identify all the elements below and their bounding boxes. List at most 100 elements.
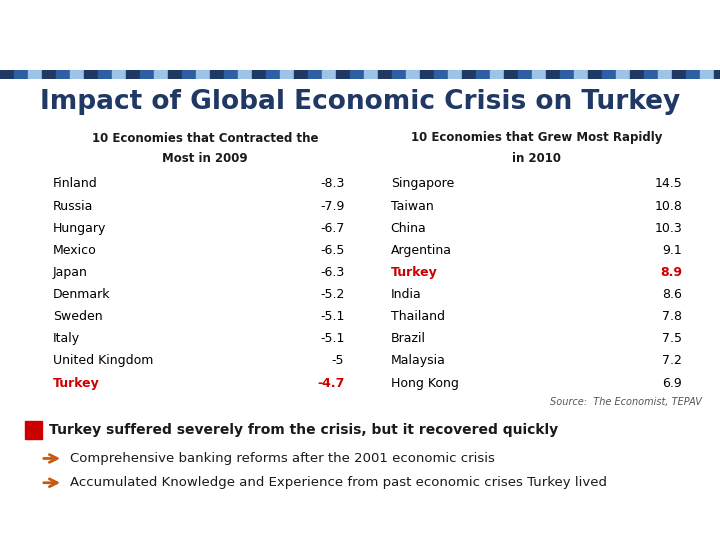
Bar <box>364 70 378 79</box>
Text: Thailand: Thailand <box>391 310 445 323</box>
Bar <box>714 70 720 79</box>
Text: -5.1: -5.1 <box>320 310 344 323</box>
Bar <box>490 70 504 79</box>
Text: -4.7: -4.7 <box>317 376 344 390</box>
Bar <box>406 70 420 79</box>
Bar <box>602 70 616 79</box>
Text: Malaysia: Malaysia <box>391 354 446 368</box>
Text: Denmark: Denmark <box>53 288 110 301</box>
Text: Hungary: Hungary <box>53 221 107 235</box>
Bar <box>630 70 644 79</box>
Text: 10.3: 10.3 <box>654 221 682 235</box>
Bar <box>84 70 98 79</box>
Text: 9.1: 9.1 <box>662 244 682 257</box>
Bar <box>0 70 14 79</box>
Bar <box>588 70 602 79</box>
Text: 14.5: 14.5 <box>654 177 682 191</box>
Text: Brazil: Brazil <box>391 332 426 346</box>
Bar <box>112 70 126 79</box>
Bar <box>686 70 700 79</box>
Text: Impact of Global Economic Crisis on Turkey: Impact of Global Economic Crisis on Turk… <box>40 89 680 115</box>
Text: -5: -5 <box>332 354 344 368</box>
Bar <box>196 70 210 79</box>
Text: Finland: Finland <box>53 177 98 191</box>
Bar <box>322 70 336 79</box>
Bar <box>42 70 56 79</box>
Bar <box>574 70 588 79</box>
Text: -6.5: -6.5 <box>320 244 344 257</box>
Text: Comprehensive banking reforms after the 2001 economic crisis: Comprehensive banking reforms after the … <box>70 452 495 465</box>
Bar <box>700 70 714 79</box>
Text: Accumulated Knowledge and Experience from past economic crises Turkey lived: Accumulated Knowledge and Experience fro… <box>70 476 607 489</box>
Text: Mexico: Mexico <box>53 244 96 257</box>
Bar <box>224 70 238 79</box>
Bar <box>98 70 112 79</box>
Bar <box>560 70 574 79</box>
Text: -5.1: -5.1 <box>320 332 344 346</box>
Bar <box>210 70 224 79</box>
Bar <box>658 70 672 79</box>
Bar <box>378 70 392 79</box>
Bar <box>238 70 252 79</box>
Text: Sweden: Sweden <box>53 310 102 323</box>
Bar <box>154 70 168 79</box>
Text: United Kingdom: United Kingdom <box>53 354 153 368</box>
Bar <box>25 421 42 440</box>
Bar <box>182 70 196 79</box>
Text: Japan: Japan <box>53 266 88 279</box>
Bar <box>280 70 294 79</box>
Bar <box>252 70 266 79</box>
Text: Source:  The Economist, TEPAV: Source: The Economist, TEPAV <box>550 397 702 407</box>
Bar <box>308 70 322 79</box>
Bar <box>392 70 406 79</box>
Text: 8.6: 8.6 <box>662 288 682 301</box>
Text: India: India <box>391 288 421 301</box>
Text: 6.9: 6.9 <box>662 376 682 390</box>
Text: Turkey: Turkey <box>53 376 99 390</box>
Bar <box>532 70 546 79</box>
Bar <box>350 70 364 79</box>
Bar <box>168 70 182 79</box>
Bar <box>56 70 70 79</box>
Bar <box>672 70 686 79</box>
Text: tepav: tepav <box>18 22 125 55</box>
Text: 7.8: 7.8 <box>662 310 682 323</box>
Text: -8.3: -8.3 <box>320 177 344 191</box>
Text: Hong Kong: Hong Kong <box>391 376 459 390</box>
Text: Turkey suffered severely from the crisis, but it recovered quickly: Turkey suffered severely from the crisis… <box>49 423 559 437</box>
Text: -7.9: -7.9 <box>320 199 344 213</box>
Bar <box>434 70 448 79</box>
Bar <box>294 70 308 79</box>
Text: -5.2: -5.2 <box>320 288 344 301</box>
Text: Singapore: Singapore <box>391 177 454 191</box>
Bar <box>14 70 28 79</box>
Bar <box>546 70 560 79</box>
Bar <box>476 70 490 79</box>
Text: 10 Economies that Contracted the
Most in 2009: 10 Economies that Contracted the Most in… <box>92 132 318 165</box>
Bar <box>644 70 658 79</box>
Bar <box>616 70 630 79</box>
Bar <box>140 70 154 79</box>
Bar <box>420 70 434 79</box>
Bar <box>70 70 84 79</box>
Text: 8.9: 8.9 <box>660 266 682 279</box>
Text: Taiwan: Taiwan <box>391 199 433 213</box>
Text: Italy: Italy <box>53 332 80 346</box>
Text: Argentina: Argentina <box>391 244 451 257</box>
Bar <box>28 70 42 79</box>
Bar <box>518 70 532 79</box>
Text: Russia: Russia <box>53 199 93 213</box>
Text: 10 Economies that Grew Most Rapidly
in 2010: 10 Economies that Grew Most Rapidly in 2… <box>410 132 662 165</box>
Bar <box>336 70 350 79</box>
Bar <box>266 70 280 79</box>
Bar <box>126 70 140 79</box>
Text: 7.2: 7.2 <box>662 354 682 368</box>
Text: 7.5: 7.5 <box>662 332 682 346</box>
Bar <box>448 70 462 79</box>
Text: 10.8: 10.8 <box>654 199 682 213</box>
Text: Turkey: Turkey <box>391 266 438 279</box>
Text: -6.7: -6.7 <box>320 221 344 235</box>
Bar <box>504 70 518 79</box>
Text: -6.3: -6.3 <box>320 266 344 279</box>
Bar <box>462 70 476 79</box>
